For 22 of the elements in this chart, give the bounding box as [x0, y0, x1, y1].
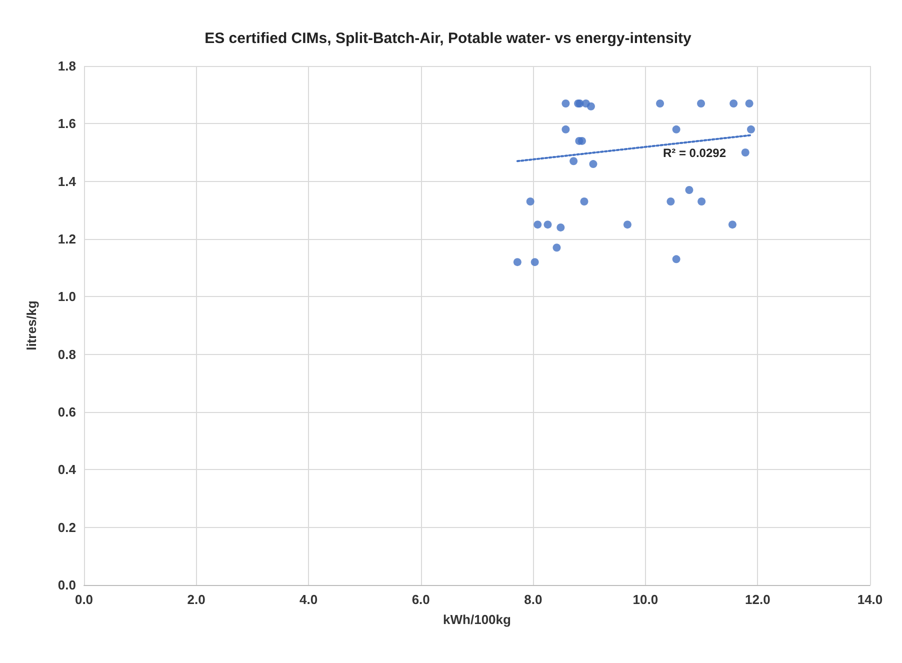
- y-axis-title: litres/kg: [24, 300, 39, 350]
- chart-title: ES certified CIMs, Split-Batch-Air, Potable water- vs energy-intensity: [204, 30, 692, 47]
- y-tick-label: 0.0: [58, 578, 76, 592]
- y-tick-label: 1.2: [58, 232, 76, 246]
- annotation: R² = 0.0292: [662, 146, 726, 160]
- x-tick-label: 0.0: [74, 592, 94, 607]
- x-tick-label: 4.0: [300, 592, 318, 607]
- x-axis-title: kWh/100kg: [443, 612, 512, 627]
- y-tick-label: 0.8: [58, 346, 76, 362]
- y-tick-label: 1.0: [58, 289, 76, 304]
- x-tick-label: 8.0: [524, 592, 542, 607]
- x-tick-label: 14.0: [857, 592, 883, 607]
- y-tick-label: 1.8: [58, 58, 76, 74]
- y-tick-label: 0.6: [58, 404, 76, 420]
- y-tick-label: 1.4: [58, 174, 77, 189]
- x-tick-label: 2.0: [187, 592, 206, 607]
- y-tick-label: 0.4: [58, 462, 77, 478]
- x-tick-label: 10.0: [632, 592, 658, 607]
- y-tick-label: 0.2: [58, 520, 76, 535]
- y-tick-label: 1.6: [58, 116, 76, 132]
- x-tick-label: 6.0: [412, 592, 430, 607]
- x-tick-label: 12.0: [745, 592, 770, 607]
